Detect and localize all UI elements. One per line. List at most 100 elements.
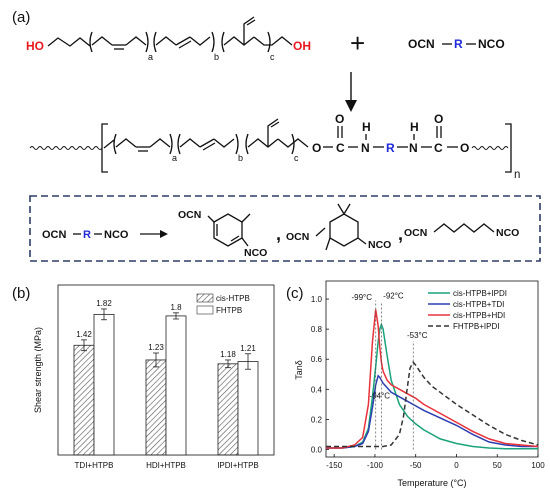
bar-fhtpb-3 <box>237 361 259 456</box>
htpb-monomer: HO a b c OH <box>26 16 311 62</box>
bar-cis-htpb-3 <box>217 363 239 456</box>
box-comma-2: , <box>398 224 403 244</box>
legend-swatch-cis <box>196 293 214 303</box>
panel-label-b: (b) <box>12 285 30 302</box>
x-tick-label: IPDI+HTPB <box>217 461 259 470</box>
box-r: R <box>83 229 91 241</box>
y-tick-label: 0.8 <box>311 325 323 334</box>
polymer-carbonyl-o2: O <box>434 112 443 126</box>
polymer-c1: C <box>336 141 345 155</box>
legend-label: cis-HTPB+HDI <box>453 311 505 320</box>
tdi-ocn: OCN <box>178 209 201 221</box>
ipdi-structure: OCN NCO <box>286 203 391 251</box>
ipdi-nco: NCO <box>368 239 391 251</box>
bar-fhtpb-2 <box>165 315 187 456</box>
box-comma-1: , <box>276 224 281 244</box>
x-tick-label: -50 <box>410 461 422 470</box>
polymer-o1: O <box>312 141 321 155</box>
y-tick-label: 0.4 <box>311 385 323 394</box>
y-axis-label: Tanδ <box>294 360 304 380</box>
y-tick-label: 1.0 <box>311 295 323 304</box>
error-bar <box>81 339 87 352</box>
bar-value-label: 1.18 <box>220 350 236 359</box>
subscript-c: c <box>270 52 275 62</box>
x-axis-label: Temperature (°C) <box>397 478 466 488</box>
series-line-fhtpb-ipdi <box>326 360 539 448</box>
subscript-b: b <box>214 52 219 62</box>
bar-value-label: 1.42 <box>76 330 92 339</box>
peak-annotation: -99°C <box>351 293 372 302</box>
bar-cis-htpb-2 <box>145 359 167 456</box>
polymer-o2: O <box>460 141 469 155</box>
x-tick-label: 0 <box>454 461 459 470</box>
error-bar <box>101 308 107 321</box>
reagent-nco: NCO <box>478 37 505 51</box>
x-tick-label: -100 <box>367 461 384 470</box>
hydroxyl-left: HO <box>26 39 44 53</box>
legend: cis-HTPB FHTPB <box>196 293 250 315</box>
plus-sign: + <box>350 28 365 58</box>
polymer-n2: N <box>409 141 418 155</box>
x-tick-label: TDI+HTPB <box>75 461 114 470</box>
error-bar <box>225 359 231 369</box>
legend-label-cis: cis-HTPB <box>216 294 250 303</box>
hdi-structure: OCN NCO <box>404 223 519 239</box>
series-line-cis-htpb-tdi <box>326 374 538 449</box>
y-tick-label: 0.2 <box>311 415 323 424</box>
polymer-r: R <box>386 141 395 155</box>
bar-fhtpb-1 <box>93 313 115 456</box>
diisocyanate-reagent: OCN R NCO <box>408 37 505 51</box>
bar-value-label: 1.82 <box>96 299 112 308</box>
tdi-nco: NCO <box>244 247 267 259</box>
legend-swatch-fhtpb <box>196 305 214 315</box>
y-axis-label: Shear strength (MPa) <box>33 327 43 413</box>
dashed-border <box>29 195 541 262</box>
legend-label: FHTPB+IPDI <box>453 322 499 331</box>
polymer-h1: H <box>362 120 371 134</box>
polymer-subscript-b: b <box>238 153 243 163</box>
x-tick-label: 100 <box>531 461 545 470</box>
bar-cis-htpb-1 <box>73 344 95 456</box>
polymer-subscript-c: c <box>294 153 299 163</box>
error-bar <box>173 312 179 320</box>
peak-annotation: -92°C <box>383 291 404 300</box>
hdi-nco: NCO <box>496 227 519 239</box>
panel-label-a: (a) <box>12 9 30 26</box>
series-line-cis-htpb-ipdi <box>326 322 538 450</box>
series-line-cis-htpb-hdi <box>326 309 539 449</box>
y-tick-label: 0.0 <box>311 445 323 454</box>
reaction-arrow <box>345 72 357 112</box>
legend: cis-HTPB+IPDI cis-HTPB+TDI cis-HTPB+HDI FHT… <box>428 289 507 331</box>
x-tick-label: HDI+HTPB <box>146 461 186 470</box>
polymer-carbonyl-o1: O <box>335 112 344 126</box>
polymer-h2: H <box>410 120 419 134</box>
x-tick-label: 50 <box>493 461 502 470</box>
peak-annotation: -94°C <box>370 391 391 400</box>
legend-label-fhtpb: FHTPB <box>216 306 242 315</box>
panel-label-c: (c) <box>286 285 304 302</box>
x-tick-label: -150 <box>326 461 343 470</box>
reagent-ocn: OCN <box>408 37 435 51</box>
shear-strength-bar-chart: Shear strength (MPa) 1.42 1.82 TDI+HTPB 1.2… <box>33 284 275 470</box>
bar-value-label: 1.8 <box>170 303 182 312</box>
subscript-a: a <box>148 52 153 62</box>
bar-value-label: 1.21 <box>240 344 256 353</box>
polymer-n1: N <box>361 141 370 155</box>
box-ocn: OCN <box>42 229 67 241</box>
hdi-ocn: OCN <box>404 227 427 239</box>
legend-label: cis-HTPB+TDI <box>453 300 504 309</box>
hydroxyl-right: OH <box>293 39 311 53</box>
box-nco: NCO <box>104 229 129 241</box>
polymer-subscript-a: a <box>172 153 177 163</box>
diisocyanate-box: OCN R NCO OCN NCO , OCN NCO <box>29 195 541 262</box>
y-tick-label: 0.6 <box>311 355 323 364</box>
plot-frame <box>325 280 539 458</box>
polyurethane-product: a b c O C O H N R H N C O O <box>29 112 520 181</box>
polymer-subscript-n: n <box>514 169 520 181</box>
reagent-r: R <box>454 37 463 51</box>
error-bar <box>153 352 159 368</box>
ipdi-ocn: OCN <box>286 231 309 243</box>
polymer-c2: C <box>434 141 443 155</box>
peak-annotation: -53°C <box>407 331 428 340</box>
